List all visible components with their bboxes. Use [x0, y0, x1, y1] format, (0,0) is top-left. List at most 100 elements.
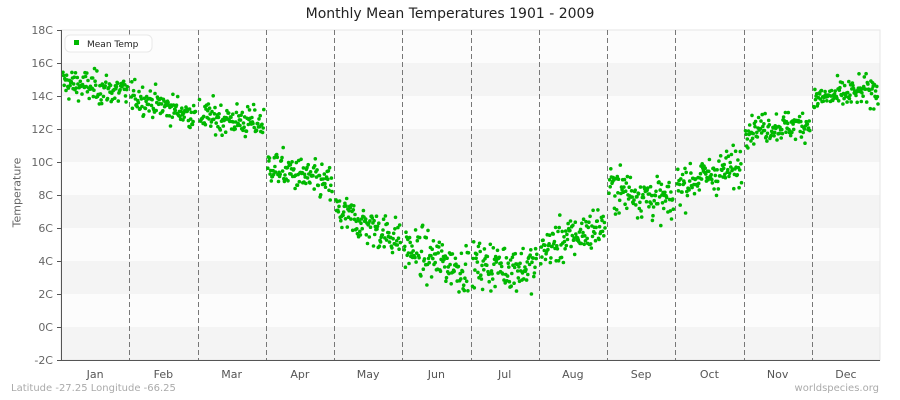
data-point	[363, 217, 368, 221]
data-point	[803, 141, 807, 145]
data-point	[613, 212, 618, 216]
data-point	[726, 154, 731, 158]
data-point	[876, 102, 880, 106]
data-point	[764, 134, 769, 139]
data-point	[188, 125, 192, 130]
data-point	[349, 217, 353, 221]
data-point	[752, 142, 756, 146]
data-point	[638, 185, 643, 189]
y-tick-label: 2C	[38, 288, 53, 301]
grid-band	[61, 195, 880, 228]
data-point	[507, 265, 511, 269]
data-point	[724, 149, 729, 154]
data-point	[813, 97, 818, 102]
data-point	[247, 108, 252, 112]
data-point	[728, 160, 732, 165]
data-point	[629, 189, 634, 193]
data-point	[321, 177, 325, 181]
data-point	[784, 130, 788, 134]
data-point	[860, 91, 864, 95]
data-point	[283, 173, 287, 177]
data-point	[562, 235, 566, 239]
data-point	[182, 115, 186, 119]
data-point	[713, 173, 718, 178]
data-point	[233, 127, 237, 131]
data-point	[530, 260, 534, 265]
data-point	[422, 257, 427, 261]
data-point	[580, 221, 584, 226]
x-tick-label: Apr	[290, 368, 310, 381]
data-point	[659, 182, 664, 187]
data-point	[630, 195, 634, 199]
data-point	[582, 242, 586, 247]
data-point	[153, 82, 158, 86]
data-point	[180, 106, 184, 110]
data-point	[290, 160, 294, 164]
data-points	[61, 66, 880, 296]
data-point	[829, 88, 834, 93]
data-point	[532, 274, 536, 279]
data-point	[280, 169, 285, 173]
data-point	[666, 184, 671, 189]
data-point	[625, 206, 629, 211]
data-point	[368, 219, 372, 223]
data-point	[456, 264, 461, 269]
data-point	[761, 124, 765, 129]
data-point	[798, 129, 802, 134]
data-point	[344, 204, 348, 208]
data-point	[813, 87, 817, 92]
data-point	[473, 268, 477, 272]
data-point	[329, 183, 333, 188]
data-point	[679, 177, 683, 181]
data-point	[529, 248, 533, 252]
data-point	[181, 118, 185, 122]
data-point	[508, 258, 513, 262]
data-point	[447, 271, 451, 276]
data-point	[280, 155, 284, 160]
data-point	[374, 214, 379, 218]
data-point	[747, 123, 752, 127]
data-point	[559, 255, 564, 260]
legend-marker-icon	[74, 40, 79, 45]
data-point	[305, 176, 310, 180]
data-point	[364, 233, 369, 237]
data-point	[751, 131, 755, 136]
data-point	[565, 237, 570, 242]
data-point	[172, 111, 176, 115]
data-point	[397, 223, 402, 227]
data-point	[347, 208, 351, 213]
data-point	[64, 88, 68, 93]
data-point	[464, 243, 468, 248]
data-point	[649, 202, 653, 206]
source-link[interactable]: worldspecies.org	[794, 383, 879, 394]
data-point	[345, 225, 350, 229]
data-point	[797, 114, 802, 119]
data-point	[608, 185, 612, 189]
data-point	[355, 227, 359, 231]
data-point	[433, 260, 438, 265]
data-point	[513, 251, 518, 256]
data-point	[737, 185, 741, 190]
data-point	[714, 193, 719, 198]
data-point	[718, 154, 723, 158]
data-point	[707, 157, 712, 162]
data-point	[866, 82, 870, 86]
data-point	[872, 107, 876, 111]
data-point	[72, 75, 77, 79]
data-point	[173, 108, 178, 113]
data-point	[445, 256, 449, 261]
data-point	[812, 105, 817, 110]
data-point	[818, 97, 823, 101]
data-point	[191, 119, 195, 124]
data-point	[607, 191, 611, 195]
data-point	[495, 248, 500, 253]
data-point	[229, 115, 233, 119]
axes: 18C 16C 14C 12C 10C 8C 6C 4C 2C 0C -2C Jan Feb Mar Apr…	[31, 24, 880, 381]
data-point	[641, 192, 645, 197]
data-point	[78, 79, 83, 84]
data-point	[759, 119, 763, 123]
data-point	[780, 131, 785, 136]
data-point	[341, 210, 346, 214]
data-point	[375, 227, 379, 231]
data-point	[732, 186, 736, 191]
